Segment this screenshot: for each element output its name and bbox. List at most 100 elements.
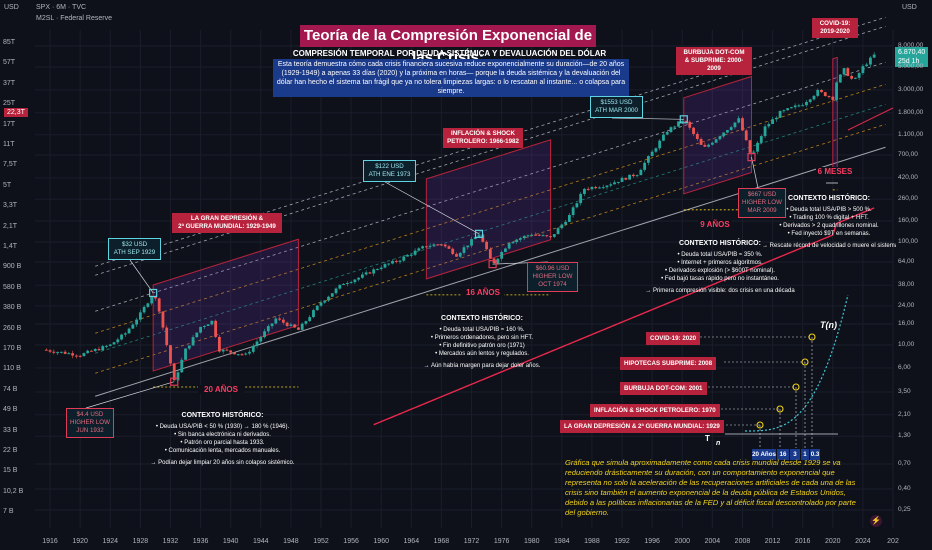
candle-body — [774, 117, 778, 120]
candle-body — [263, 331, 266, 338]
candle-body — [812, 95, 816, 100]
context-line: • Deuda total USA/PIB ≈ 160 %. — [439, 327, 525, 333]
candle-body — [692, 127, 695, 134]
inset-duration-2: 16 — [777, 449, 789, 460]
candle-body — [443, 244, 447, 247]
candle-body — [421, 246, 425, 249]
candle-body — [567, 215, 571, 222]
right-axis-tick: 2,10 — [898, 410, 911, 418]
overlay-line[interactable]: M2SL · Federal Reserve — [36, 15, 112, 22]
candle-body — [707, 144, 711, 147]
right-axis-tick: 16,00 — [898, 319, 915, 327]
right-axis-tick: 100,00 — [898, 238, 918, 245]
x-axis-tick: 1952 — [313, 538, 329, 545]
right-axis-tick: 1,30 — [898, 432, 911, 440]
right-axis-tick: 700,00 — [898, 150, 918, 158]
candle-body — [432, 244, 436, 246]
candle-body — [857, 73, 861, 78]
crisis-window — [832, 56, 838, 175]
candle-body — [797, 105, 801, 107]
candle-body — [138, 312, 142, 320]
candle-body — [628, 174, 631, 180]
ath-label-line: $32 USD — [121, 241, 148, 248]
candle-body — [793, 105, 797, 108]
candle-body — [865, 64, 869, 67]
ath-label-1973: $122 USD ATH ENE 1973 — [363, 160, 416, 182]
candle-body — [541, 235, 545, 237]
candle-body — [52, 351, 56, 353]
right-axis-tick: 8.000,00 — [898, 42, 924, 49]
candle-body — [609, 184, 613, 186]
candle-body — [391, 260, 394, 264]
candle-body — [872, 54, 876, 58]
candle-body — [853, 77, 857, 79]
ath-label-line: ATH MAR 2000 — [595, 107, 638, 114]
candle-body — [688, 121, 692, 128]
candle-body — [44, 349, 48, 351]
candle-body — [82, 353, 86, 357]
context-line: → Rescate récord de velocidad o muere el… — [762, 243, 896, 249]
bolt-icon[interactable]: ⚡ — [870, 515, 882, 527]
candle-body — [695, 133, 699, 139]
candle-body — [86, 350, 90, 354]
candle-body — [176, 372, 180, 381]
inset-duration-1: 20 Años — [752, 449, 776, 460]
candle-body — [846, 68, 850, 76]
candle-body — [127, 328, 131, 334]
candle-body — [635, 175, 639, 177]
candle-body — [63, 351, 67, 354]
left-axis-tick: 11T — [3, 141, 15, 148]
candle-body — [869, 57, 872, 65]
candle-body — [300, 323, 304, 330]
candle-body — [503, 248, 507, 252]
candle-body — [744, 130, 748, 141]
candle-body — [59, 351, 63, 353]
candle-body — [221, 349, 225, 352]
x-axis-tick: 1988 — [584, 538, 600, 545]
candle-body — [157, 298, 161, 312]
candle-body — [376, 269, 379, 271]
x-axis-tick: 1948 — [283, 538, 299, 545]
candle-body — [67, 353, 71, 355]
inset-curve — [744, 294, 849, 432]
candle-body — [259, 337, 263, 342]
candle-body — [714, 139, 718, 143]
context-line: • Primeros ordenadores, pero sin HFT. — [430, 335, 534, 341]
low-label-2009: $667 USD HIGHER LOW MAR 2009 — [738, 188, 786, 218]
candle-body — [677, 121, 680, 127]
left-axis-tick: 2,1T — [3, 222, 18, 230]
candle-body — [838, 74, 842, 83]
x-axis-tick: 2020 — [824, 538, 841, 545]
candle-body — [112, 342, 116, 345]
candle-body — [805, 101, 808, 106]
ath-connector — [611, 117, 684, 120]
candle-body — [172, 363, 176, 381]
inset-event-marker — [776, 405, 784, 413]
candle-body — [586, 188, 590, 190]
left-axis-tick: 37T — [3, 79, 16, 87]
ath-marker — [149, 288, 158, 298]
candle-body — [248, 351, 251, 354]
candle-body — [823, 92, 827, 97]
right-axis-tick: 64,00 — [898, 257, 915, 265]
context-heading: CONTEXTO HISTÓRICO: — [679, 240, 761, 247]
inset-duration-3: 3 — [790, 449, 800, 460]
context-line: • Fed inyectó $9T en semanas. — [787, 231, 871, 237]
left-axis-tick: 380 B — [3, 304, 22, 312]
inset-duration-4: 1 — [801, 449, 809, 460]
inset-axis-n: n — [716, 440, 721, 447]
candle-body — [552, 234, 556, 237]
x-axis-tick: 1976 — [493, 538, 510, 545]
candle-body — [763, 126, 767, 137]
m2-line-group — [373, 207, 875, 426]
symbol-line[interactable]: SPX · 6M · TVC — [36, 4, 87, 11]
price-badge-value: 6.870,40 — [898, 49, 926, 56]
currency-left: USD — [4, 4, 19, 11]
context-block-2000: CONTEXTO HISTÓRICO: • Deuda total USA/PI… — [640, 240, 800, 295]
candle-body — [402, 256, 406, 261]
candle-body — [406, 255, 409, 257]
right-axis-tick: 0,40 — [898, 484, 911, 492]
candle-body — [90, 350, 93, 352]
left-axis-tick: 580 B — [3, 283, 22, 291]
candle-body — [236, 354, 240, 356]
